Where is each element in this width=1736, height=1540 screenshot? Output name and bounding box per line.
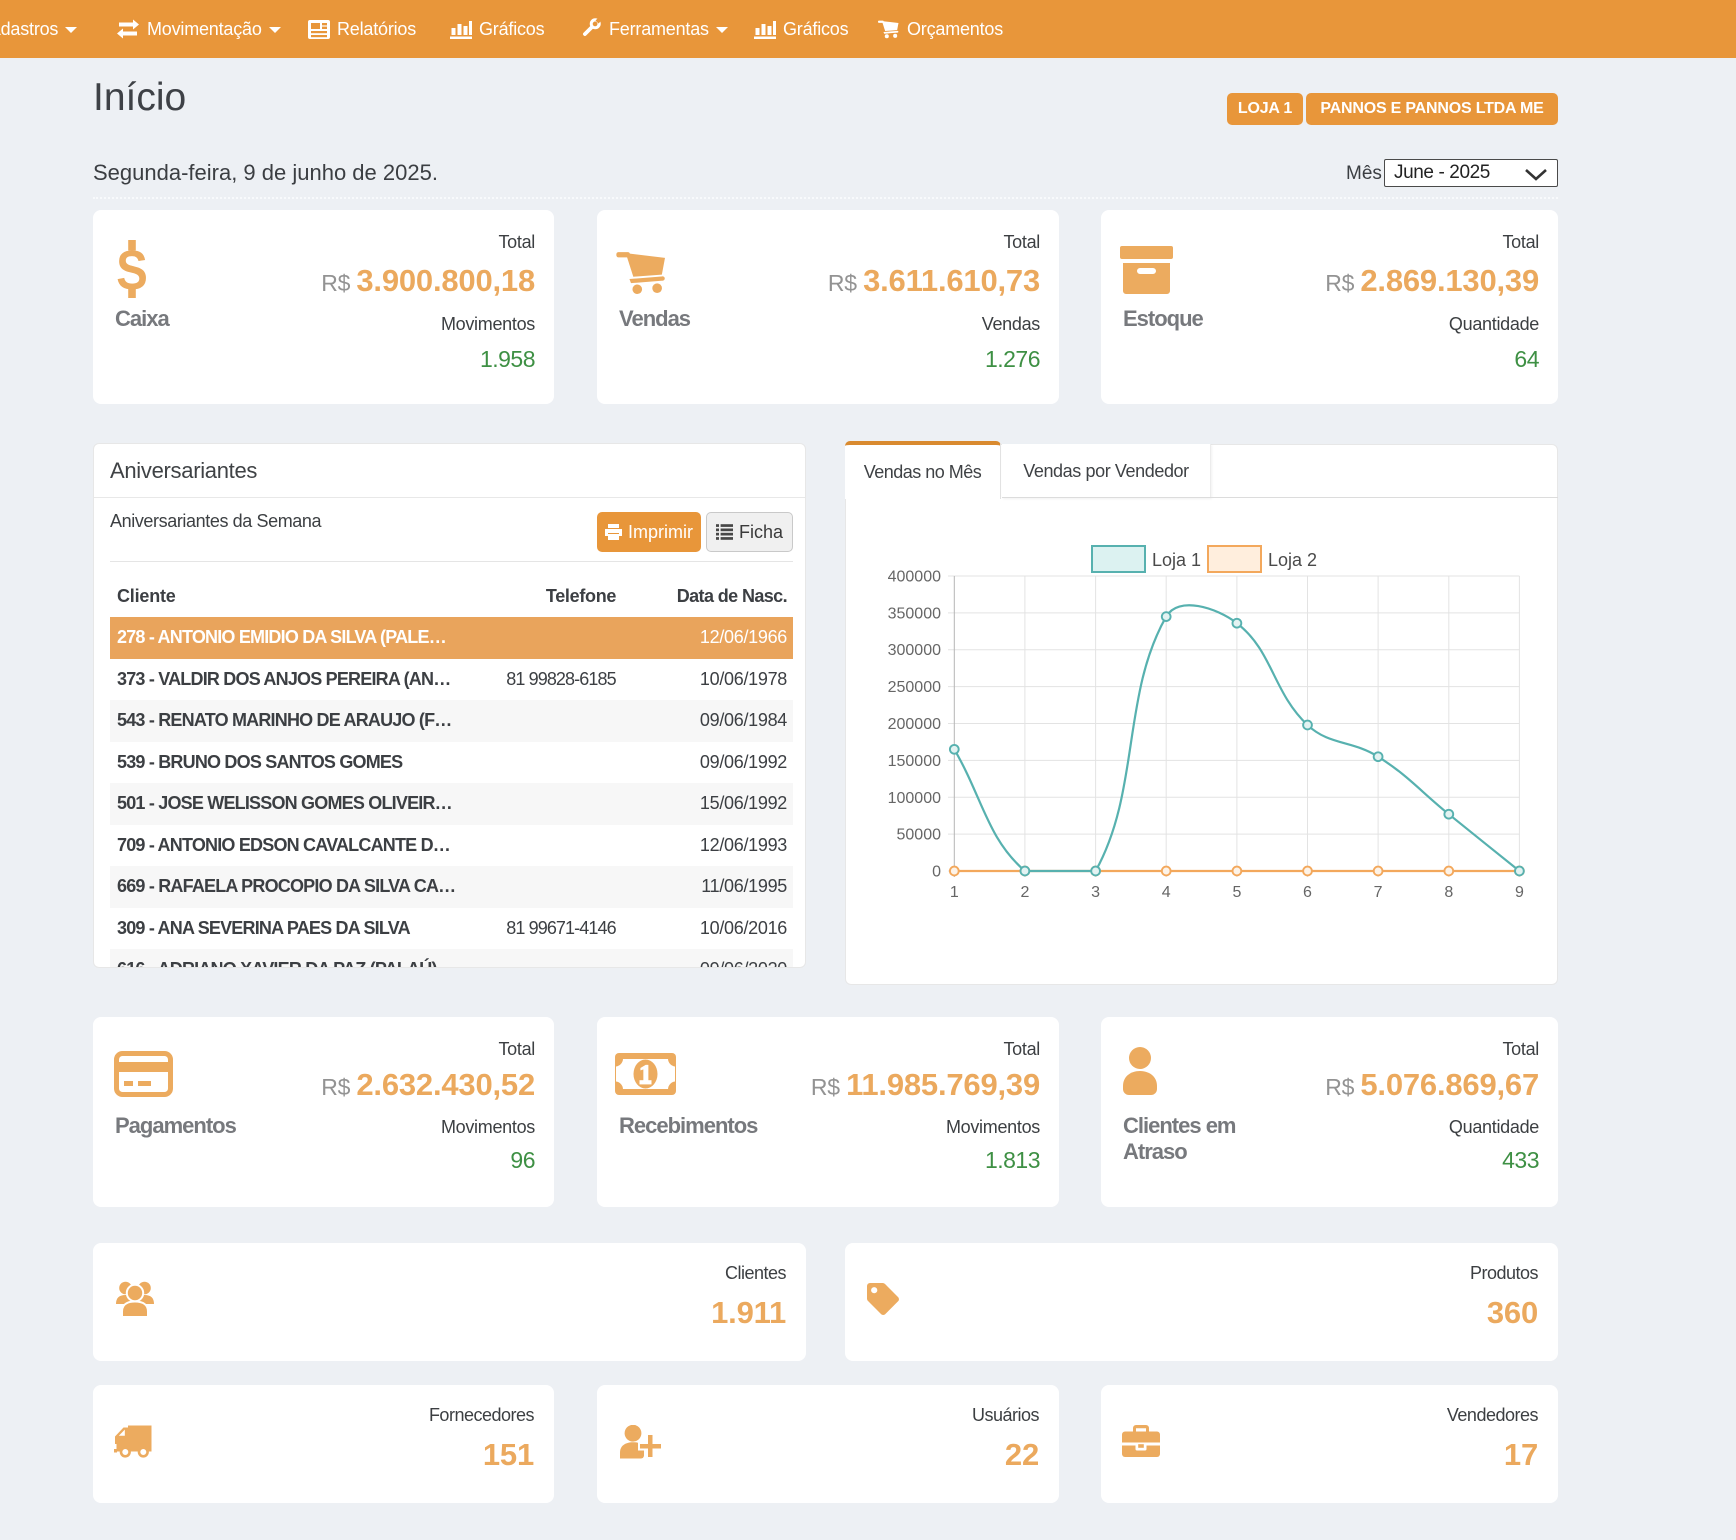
svg-text:2: 2 (1020, 884, 1029, 901)
svg-text:100000: 100000 (888, 790, 941, 807)
svg-text:S: S (116, 240, 148, 298)
svg-text:150000: 150000 (888, 753, 941, 770)
svg-text:Loja 1: Loja 1 (1152, 550, 1201, 570)
svg-text:200000: 200000 (888, 716, 941, 733)
svg-text:4: 4 (1162, 884, 1171, 901)
svg-text:250000: 250000 (888, 679, 941, 696)
svg-text:Loja 2: Loja 2 (1268, 550, 1317, 570)
svg-text:6: 6 (1303, 884, 1312, 901)
svg-text:1: 1 (639, 1060, 652, 1089)
svg-text:1: 1 (950, 884, 959, 901)
svg-text:50000: 50000 (897, 827, 942, 844)
svg-text:8: 8 (1444, 884, 1453, 901)
svg-text:400000: 400000 (888, 569, 941, 586)
svg-text:7: 7 (1374, 884, 1383, 901)
svg-text:300000: 300000 (888, 642, 941, 659)
svg-text:5: 5 (1232, 884, 1241, 901)
svg-text:3: 3 (1091, 884, 1100, 901)
svg-text:9: 9 (1515, 884, 1524, 901)
svg-text:0: 0 (932, 864, 941, 881)
svg-text:350000: 350000 (888, 605, 941, 622)
